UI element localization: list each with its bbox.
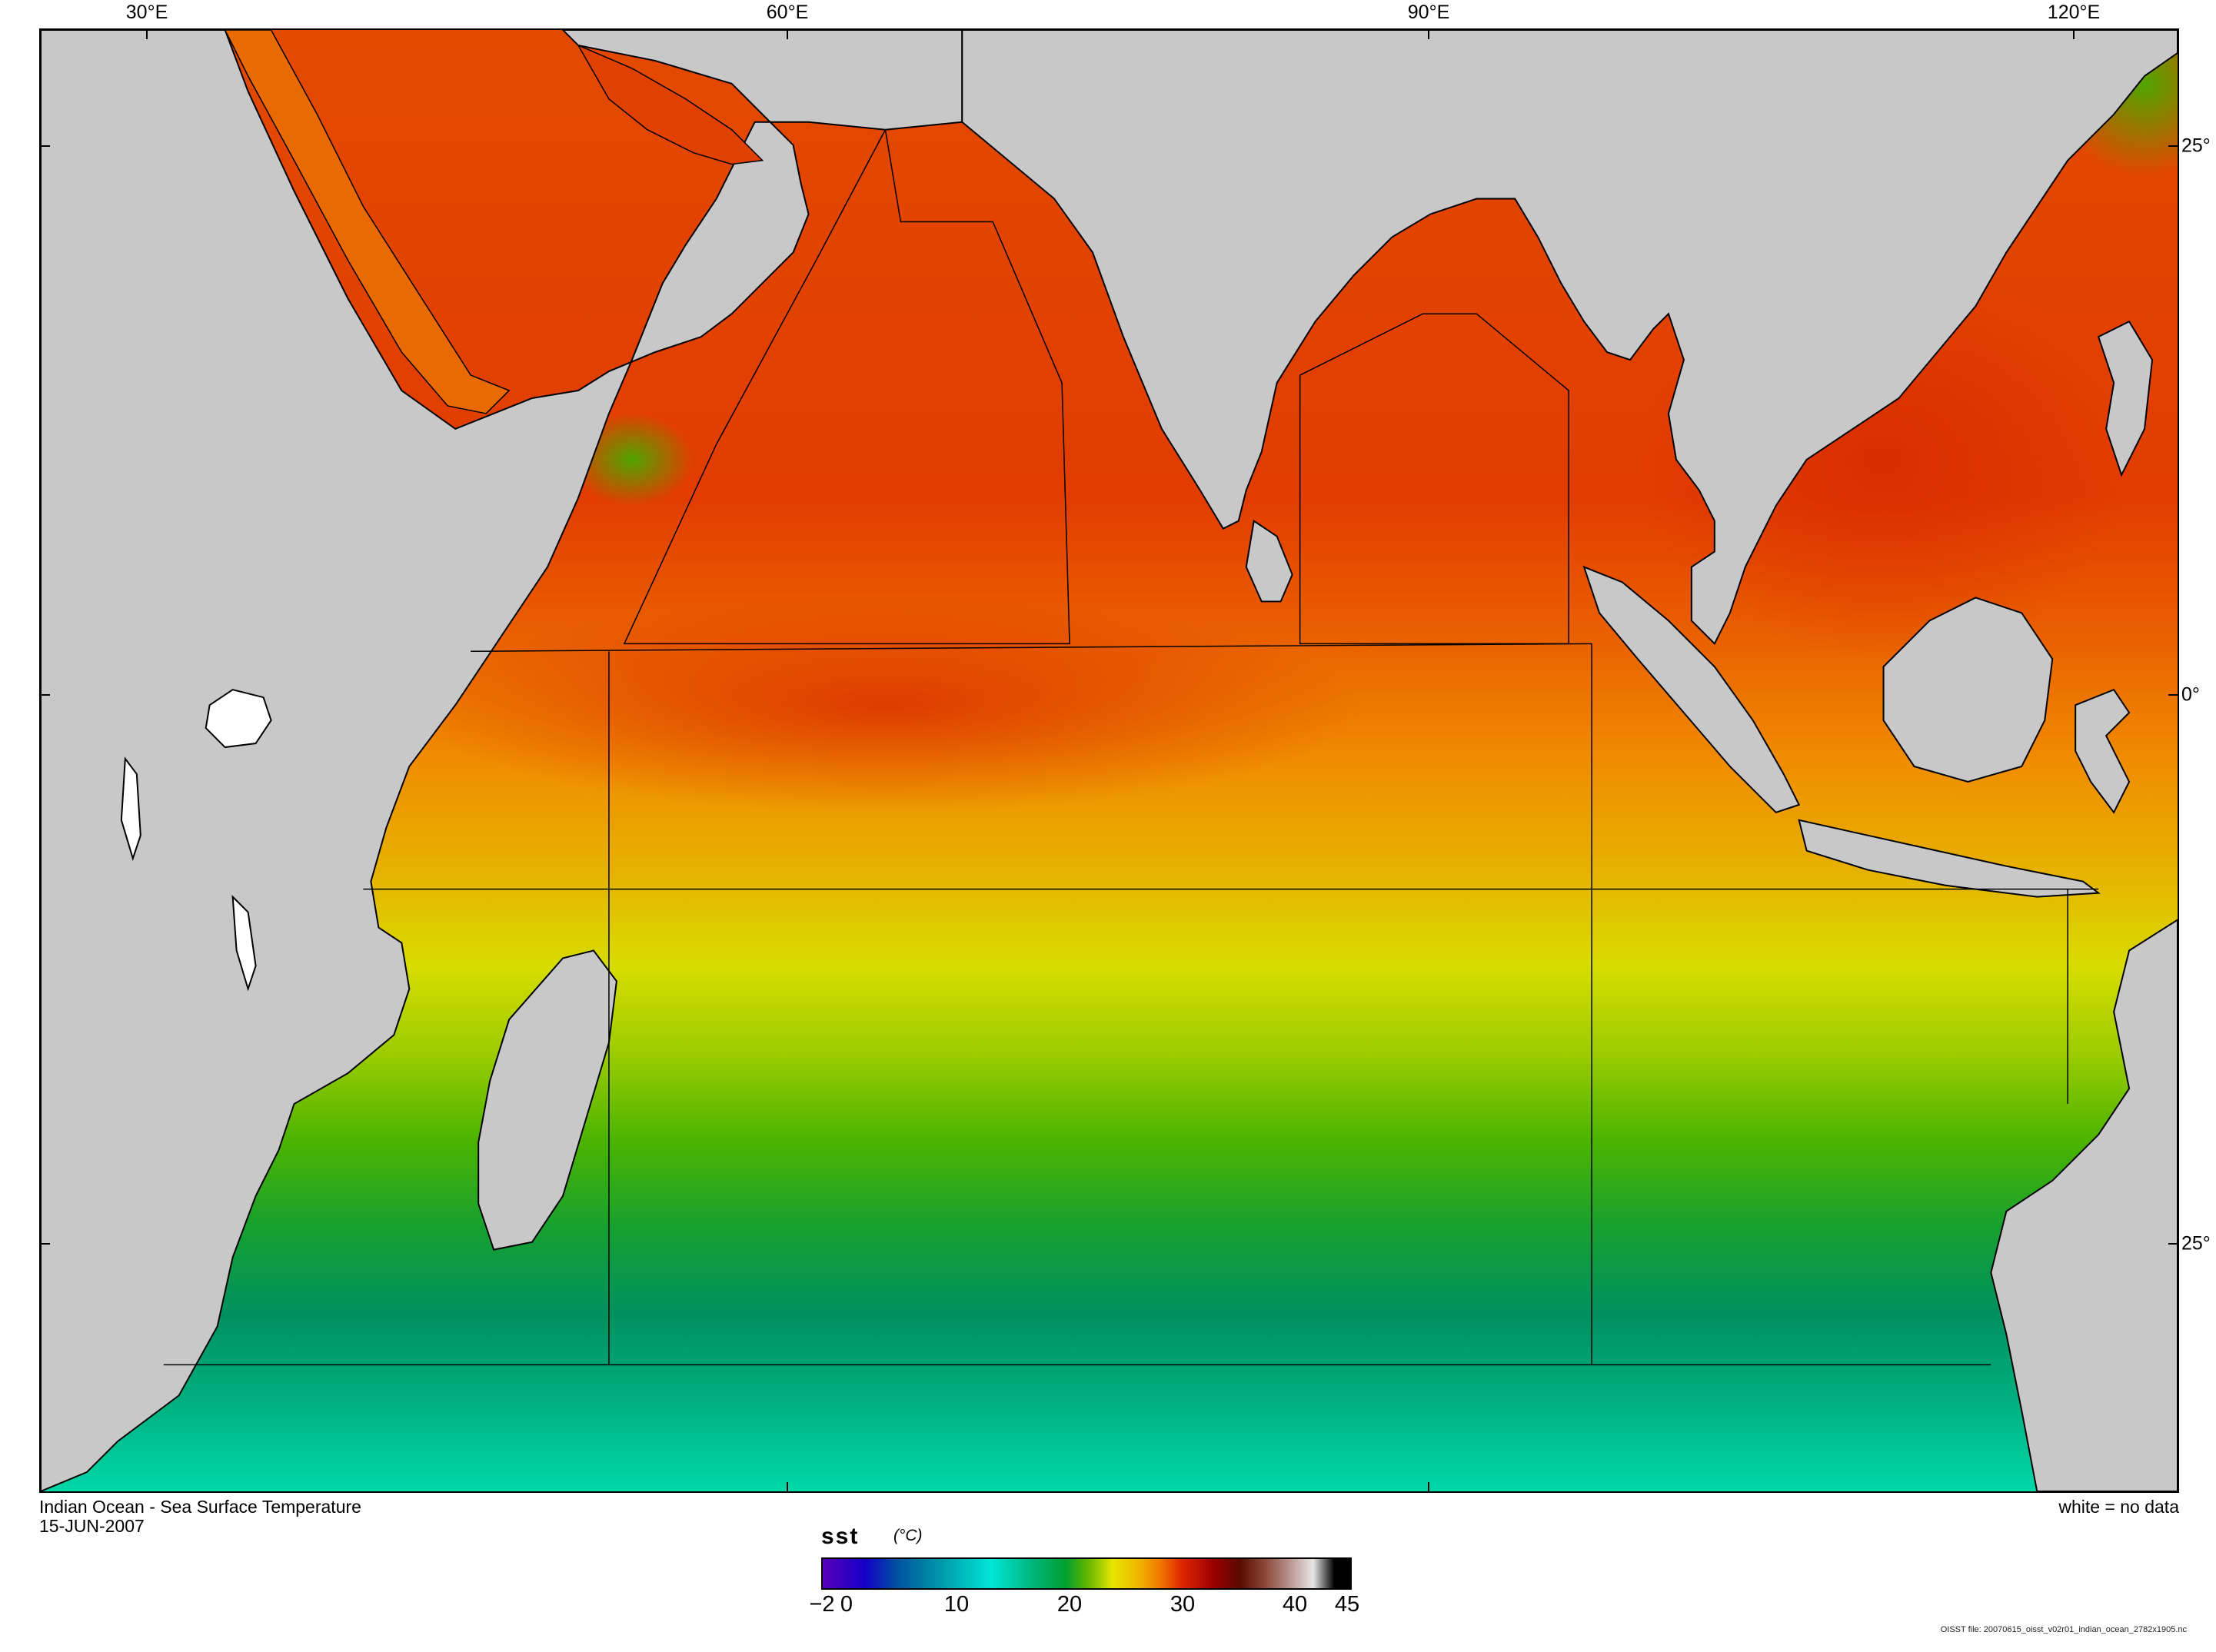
tick-bottom-60e	[787, 1482, 788, 1493]
no-data-note: white = no data	[2058, 1497, 2179, 1517]
land-sri-lanka	[1245, 519, 1293, 603]
lon-label-120e: 120°E	[2047, 2, 2101, 23]
boundary-bay-of-bengal	[1299, 313, 1569, 645]
colorbar-tick: 0	[840, 1592, 853, 1617]
nodata-island-east-africa	[120, 756, 141, 862]
colorbar-tick: 40	[1282, 1592, 1308, 1617]
tick-top-90e	[1428, 28, 1429, 39]
lat-label-0: 0°	[2181, 683, 2200, 706]
colorbar-tick: 45	[1334, 1592, 1360, 1617]
tick-right-25n	[2168, 145, 2179, 147]
colorbar-variable: sst	[821, 1524, 860, 1549]
tick-top-60e	[787, 28, 788, 39]
colorbar-tick: 10	[943, 1592, 970, 1617]
sst-map	[39, 28, 2179, 1493]
tick-right-0	[2168, 694, 2179, 696]
colorbar-unit: (°C)	[893, 1527, 923, 1544]
tick-right-25s	[2168, 1243, 2179, 1245]
boundary-equatorial-north	[471, 643, 1592, 653]
region-boundaries	[163, 129, 2099, 1366]
colorbar	[821, 1557, 1352, 1590]
nodata-island-madagascar-west	[231, 895, 257, 992]
lon-label-90e: 90°E	[1407, 2, 1450, 23]
land-australia	[1990, 919, 2178, 1491]
map-title: Indian Ocean - Sea Surface Temperature	[39, 1497, 361, 1517]
persian-gulf	[577, 44, 764, 165]
land-sulawesi	[2075, 688, 2131, 814]
land-borneo	[1882, 597, 2054, 783]
lon-label-30e: 30°E	[125, 2, 168, 23]
land-philippines	[2097, 320, 2154, 477]
land-sumatra	[1582, 565, 1801, 813]
land-madagascar	[477, 949, 617, 1251]
tick-bottom-90e	[1428, 1482, 1429, 1493]
tick-top-120e	[2073, 28, 2075, 39]
land-java	[1798, 819, 2101, 898]
colorbar-tick: −2	[809, 1592, 835, 1617]
warm-pool	[409, 597, 1362, 813]
nodata-island-socotra	[205, 689, 272, 749]
lat-label-25n: 25°	[2181, 135, 2211, 157]
boundary-arabian-sea	[623, 129, 1070, 645]
tick-left-25n	[39, 145, 50, 147]
land-africa-arabia	[41, 30, 963, 1491]
map-date: 15-JUN-2007	[39, 1516, 145, 1536]
sst-map-graphic	[41, 30, 2178, 1491]
lon-label-60e: 60°E	[766, 2, 809, 23]
lat-label-25s: 25°	[2181, 1232, 2211, 1255]
tick-top-30e	[146, 28, 148, 39]
tick-left-25s	[39, 1243, 50, 1245]
file-note: OISST file: 20070615_oisst_v02r01_indian…	[1940, 1625, 2187, 1634]
tick-left-0	[39, 694, 50, 696]
colorbar-tick: 20	[1056, 1592, 1083, 1617]
land-india	[961, 30, 2178, 646]
colorbar-tick: 30	[1170, 1592, 1196, 1617]
red-sea	[224, 30, 511, 414]
